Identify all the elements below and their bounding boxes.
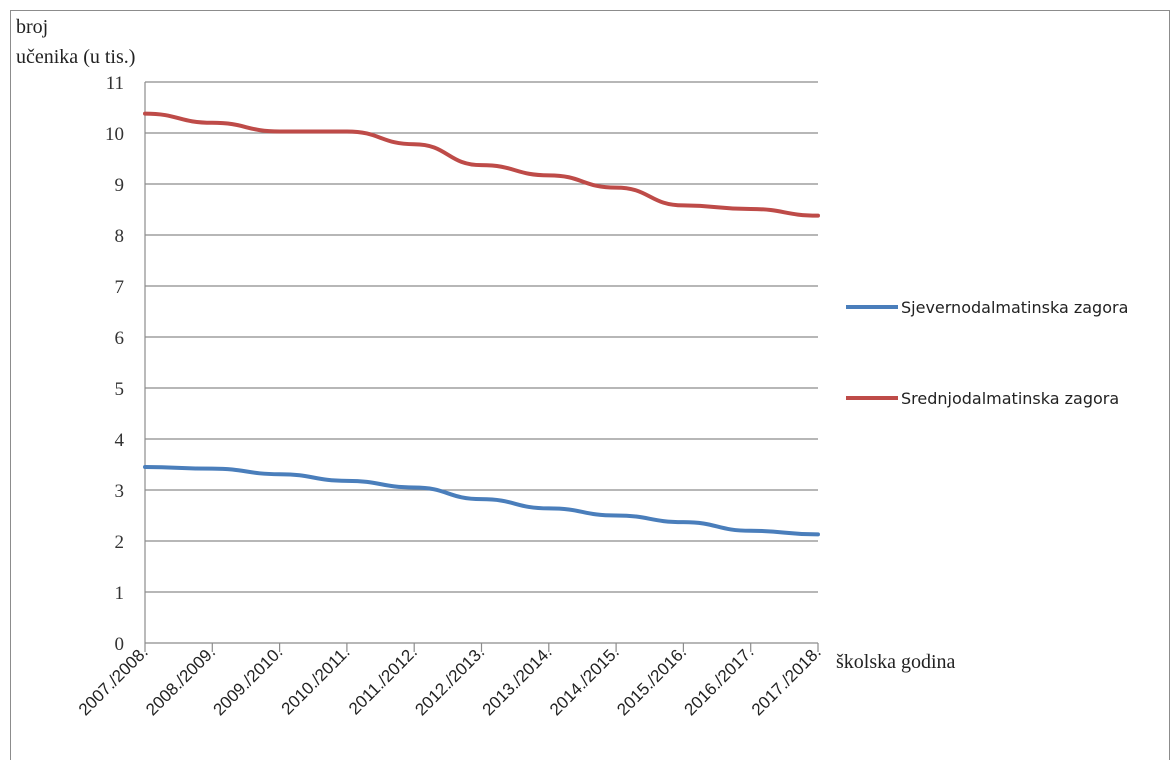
x-tick-label: 2008./2009. xyxy=(142,642,219,719)
y-axis-title-line-2: učenika (u tis.) xyxy=(16,46,135,68)
y-tick-label: 11 xyxy=(106,73,124,94)
y-tick-label: 3 xyxy=(115,481,125,502)
legend-label-2: Srednjodalmatinska zagora xyxy=(901,389,1119,408)
y-tick-label: 1 xyxy=(115,583,125,604)
y-axis-ticks: 0 1 2 3 4 5 6 7 8 9 10 11 xyxy=(105,73,125,655)
x-tick-label: 2011./2012. xyxy=(345,642,421,718)
legend-label-1: Sjevernodalmatinska zagora xyxy=(901,298,1128,317)
y-axis-title-line-1: broj xyxy=(16,16,48,38)
y-tick-label: 7 xyxy=(115,277,125,298)
x-tick-label: 2007./2008. xyxy=(75,642,152,719)
series-line-2 xyxy=(143,111,820,218)
x-tick-label: 2016./2017. xyxy=(681,642,758,719)
y-tick-label: 4 xyxy=(115,430,125,451)
x-axis-ticks: 2007./2008.2008./2009.2009./2010.2010./2… xyxy=(75,642,825,719)
x-tick-label: 2010./2011. xyxy=(278,642,354,718)
y-tick-label: 0 xyxy=(115,634,125,655)
grid-lines xyxy=(144,81,818,644)
y-tick-label: 10 xyxy=(105,124,124,145)
x-tick-label: 2013./2014. xyxy=(479,642,556,719)
x-tick-label: 2017./2018. xyxy=(748,642,825,719)
x-tick-label: 2015./2016. xyxy=(613,642,690,719)
y-tick-label: 5 xyxy=(115,379,125,400)
y-tick-label: 8 xyxy=(115,226,125,247)
legend: Sjevernodalmatinska zagora Srednjodalmati… xyxy=(846,298,1128,408)
x-axis-title: školska godina xyxy=(836,651,956,673)
y-tick-label: 9 xyxy=(115,175,125,196)
chart-frame xyxy=(10,10,1170,760)
series-lines xyxy=(143,111,820,537)
y-tick-label: 6 xyxy=(115,328,125,349)
series-line-1 xyxy=(143,465,820,537)
x-tick-label: 2012./2013. xyxy=(411,642,488,719)
x-tick-label: 2009./2010. xyxy=(209,642,286,719)
x-tick-label: 2014./2015. xyxy=(546,642,623,719)
y-tick-label: 2 xyxy=(115,532,125,553)
